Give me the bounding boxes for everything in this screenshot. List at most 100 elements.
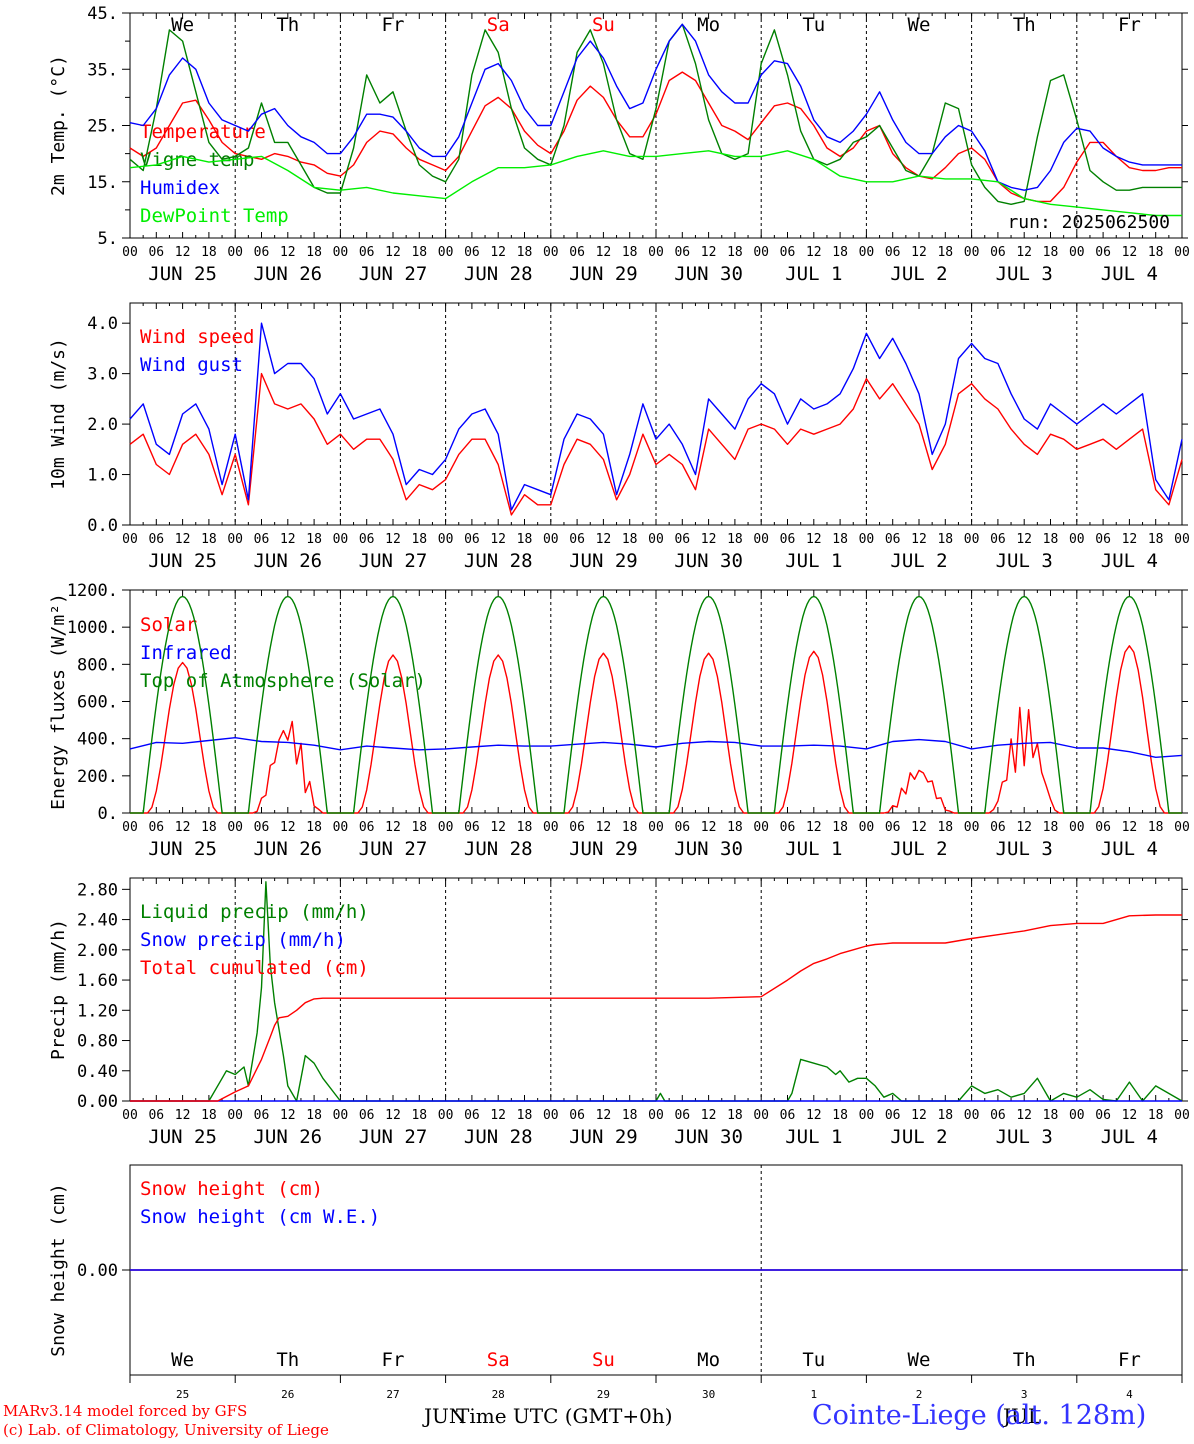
- x-hour-label: 00: [964, 245, 980, 260]
- x-hour-label: 06: [254, 245, 270, 260]
- x-hour-label: 00: [227, 245, 243, 260]
- legend-wind-0: Wind speed: [140, 326, 254, 348]
- x-hour-label: 18: [1148, 532, 1164, 547]
- x-hour-label: 06: [990, 1108, 1006, 1123]
- x-hour-label: 12: [806, 245, 822, 260]
- x-date-label: JUN 29: [569, 838, 638, 860]
- x-date-label: JUL 2: [890, 550, 947, 572]
- y-axis-label: Snow height (cm): [48, 1183, 69, 1356]
- x-hour-label: 06: [885, 1108, 901, 1123]
- y-tick-label: 0.40: [77, 1062, 118, 1082]
- x-hour-label: 12: [1016, 245, 1032, 260]
- x-hour-label: 00: [648, 532, 664, 547]
- x-date-label: JUN 27: [359, 838, 428, 860]
- x-hour-label: 06: [990, 820, 1006, 835]
- panel-temp: 5. 15. 25. 35. 45. 2m Temp. (°C) 00 06 12 18 JUN 2…: [48, 4, 1190, 285]
- panel-snow: 0.00 Snow height (cm) Snow height (cm) Snow…: [48, 1164, 1188, 1376]
- x-hour-label: 18: [201, 532, 217, 547]
- x-date-label: JUN 29: [569, 550, 638, 572]
- x-hour-label: 06: [254, 532, 270, 547]
- x-hour-label: 00: [859, 1108, 875, 1123]
- x-hour-label: 00: [753, 820, 769, 835]
- x-hour-label: 18: [411, 1108, 427, 1123]
- plot-frame: [129, 589, 1183, 814]
- day-number-label: 29: [597, 1388, 610, 1401]
- y-axis-label: 10m Wind (m/s): [48, 338, 69, 490]
- x-hour-label: 18: [201, 1108, 217, 1123]
- weekday-label-bottom: Tu: [802, 1349, 825, 1371]
- panel-precip: 0.00 0.40 0.80 1.20 1.60 2.00 2.40 2.80 Precip (…: [48, 877, 1190, 1148]
- x-hour-label: 12: [280, 1108, 296, 1123]
- x-hour-label: 12: [385, 532, 401, 547]
- y-tick-label: 1.20: [77, 1001, 118, 1021]
- x-hour-label: 12: [911, 1108, 927, 1123]
- x-hour-label: 12: [385, 820, 401, 835]
- x-hour-label: 00: [122, 1108, 138, 1123]
- x-hour-label: 12: [911, 245, 927, 260]
- day-number-label: 4: [1126, 1388, 1133, 1401]
- weekday-label-bottom: Fr: [382, 1349, 405, 1371]
- series-line-precip-0: [130, 881, 1183, 1102]
- x-hour-label: 18: [1148, 245, 1164, 260]
- station-label: Cointe-Liege (alt. 128m): [812, 1400, 1147, 1431]
- legend-precip-1: Snow precip (mm/h): [140, 929, 346, 951]
- x-hour-label: 18: [727, 1108, 743, 1123]
- x-hour-label: 06: [359, 532, 375, 547]
- x-hour-label: 18: [622, 245, 638, 260]
- x-date-label: JUN 26: [253, 1126, 322, 1148]
- legend-snow-0: Snow height (cm): [140, 1178, 323, 1200]
- y-tick-label: 2.0: [87, 415, 118, 435]
- series-line-temp-1: [129, 23, 1182, 205]
- legend-temp-3: DewPoint Temp: [140, 205, 289, 227]
- x-hour-label: 12: [806, 532, 822, 547]
- x-hour-label: 06: [464, 532, 480, 547]
- x-hour-label: 18: [306, 532, 322, 547]
- y-tick-label: 0.80: [77, 1032, 118, 1052]
- x-date-label: JUN 29: [569, 1126, 638, 1148]
- x-hour-label: 06: [674, 245, 690, 260]
- x-hour-label: 18: [832, 245, 848, 260]
- x-hour-label: 06: [254, 1108, 270, 1123]
- series-line-wind-0: [129, 372, 1183, 516]
- weekday-label-bottom: Th: [1013, 1349, 1036, 1371]
- x-date-label: JUN 26: [253, 263, 322, 285]
- x-hour-label: 00: [648, 1108, 664, 1123]
- x-hour-label: 06: [464, 1108, 480, 1123]
- x-hour-label: 18: [727, 532, 743, 547]
- x-hour-label: 00: [1174, 532, 1190, 547]
- y-tick-label: 0.: [98, 804, 118, 824]
- x-hour-label: 18: [517, 532, 533, 547]
- x-date-label: JUN 28: [464, 263, 533, 285]
- x-hour-label: 12: [806, 820, 822, 835]
- x-date-label: JUL 4: [1101, 838, 1158, 860]
- x-hour-label: 12: [596, 532, 612, 547]
- series-line-temp-0: [129, 71, 1182, 203]
- x-date-label: JUL 2: [890, 838, 947, 860]
- x-hour-label: 00: [227, 532, 243, 547]
- day-number-label: 3: [1021, 1388, 1028, 1401]
- x-hour-label: 18: [411, 820, 427, 835]
- series-line-energy-2: [130, 595, 1182, 814]
- month-right-label: JUL: [1003, 1404, 1042, 1428]
- series-line-temp-3: [129, 150, 1182, 217]
- legend-temp-2: Humidex: [140, 177, 220, 199]
- x-hour-label: 06: [674, 820, 690, 835]
- x-hour-label: 00: [122, 820, 138, 835]
- y-tick-label: 1.60: [77, 971, 118, 991]
- x-hour-label: 06: [780, 245, 796, 260]
- x-date-label: JUN 27: [359, 263, 428, 285]
- x-hour-label: 18: [937, 820, 953, 835]
- x-hour-label: 12: [1122, 1108, 1138, 1123]
- x-hour-label: 06: [780, 1108, 796, 1123]
- x-date-label: JUL 1: [785, 838, 842, 860]
- y-tick-label: 600.: [77, 693, 118, 713]
- x-hour-label: 12: [701, 245, 717, 260]
- x-hour-label: 06: [359, 245, 375, 260]
- x-date-label: JUN 30: [674, 550, 743, 572]
- x-hour-label: 00: [859, 532, 875, 547]
- x-hour-label: 00: [753, 1108, 769, 1123]
- x-hour-label: 00: [1174, 245, 1190, 260]
- x-hour-label: 00: [333, 532, 349, 547]
- legend-energy-0: Solar: [140, 614, 197, 636]
